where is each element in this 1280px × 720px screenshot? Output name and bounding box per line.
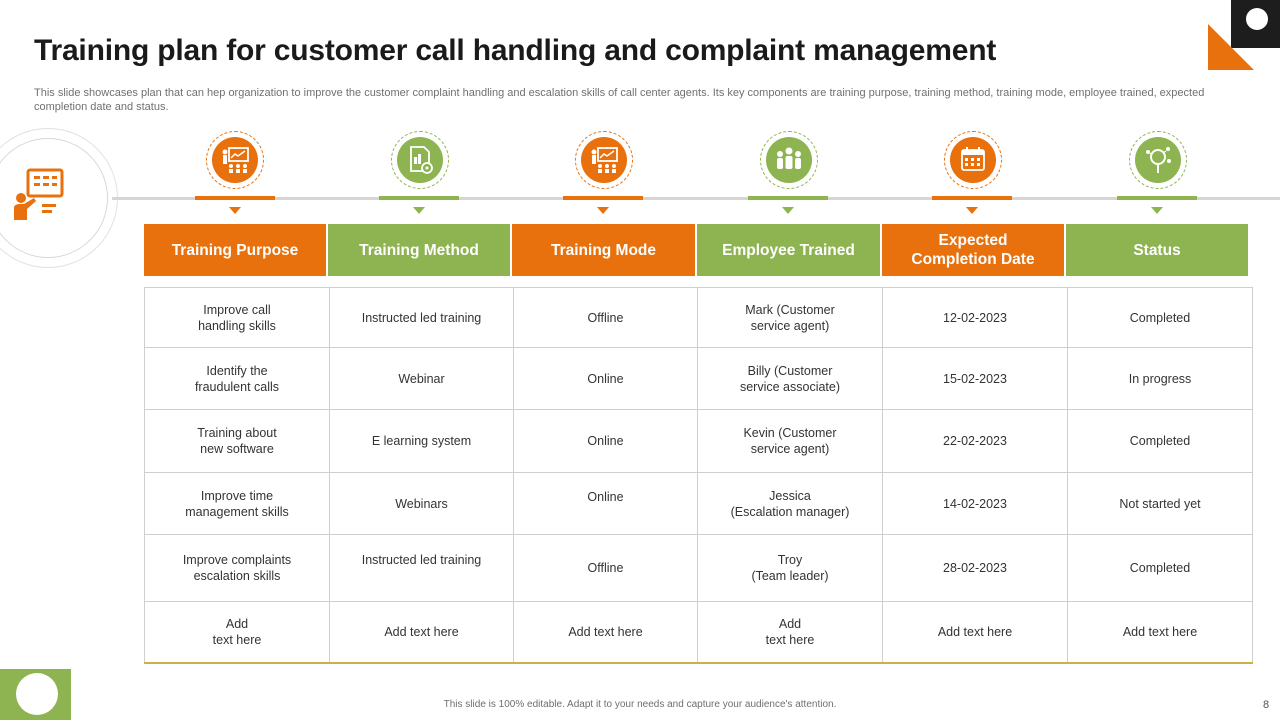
cell-training-mode: Online — [513, 347, 698, 410]
timeline-bar-1 — [195, 196, 275, 200]
cell-employee-trained: Jessica (Escalation manager) — [697, 472, 883, 535]
header-training-method: Training Method — [328, 224, 510, 276]
training-presentation-icon — [591, 147, 618, 173]
header-status: Status — [1066, 224, 1248, 276]
cell-completion-date: 22-02-2023 — [882, 409, 1068, 473]
down-arrow-icon — [413, 207, 425, 214]
col-icon-6 — [1129, 131, 1187, 189]
table-row: Identify the fraudulent calls Webinar On… — [144, 347, 1253, 410]
training-plan-table: Improve call handling skills Instructed … — [144, 287, 1253, 664]
slide-title: Training plan for customer call handling… — [34, 34, 997, 67]
timeline-bar-4 — [748, 196, 828, 200]
cell-employee-trained: Troy (Team leader) — [697, 534, 883, 602]
cell-training-purpose: Add text here — [144, 601, 330, 663]
table-row: Improve complaints escalation skills Ins… — [144, 534, 1253, 602]
col-icon-2 — [391, 131, 449, 189]
document-gear-icon — [410, 146, 433, 174]
cell-training-method: Webinar — [329, 347, 514, 410]
table-row: Training about new software E learning s… — [144, 409, 1253, 473]
cell-training-method: Webinars — [329, 472, 514, 535]
down-arrow-icon — [597, 207, 609, 214]
down-arrow-icon — [229, 207, 241, 214]
calendar-icon — [961, 147, 985, 171]
cell-status: In progress — [1067, 347, 1253, 410]
timeline-line — [112, 197, 1280, 200]
table-row: Add text here Add text here Add text her… — [144, 601, 1253, 663]
cell-training-mode: Add text here — [513, 601, 698, 663]
header-expected-completion-date: Expected Completion Date — [882, 224, 1064, 276]
cell-completion-date: 14-02-2023 — [882, 472, 1068, 535]
cell-status: Not started yet — [1067, 472, 1253, 535]
cell-training-purpose: Improve call handling skills — [144, 287, 330, 348]
training-presentation-icon — [222, 147, 249, 173]
cell-training-purpose: Improve time management skills — [144, 472, 330, 535]
timeline-bar-6 — [1117, 196, 1197, 200]
cell-training-mode: Online — [513, 472, 698, 535]
col-icon-4 — [760, 131, 818, 189]
cell-employee-trained: Kevin (Customer service agent) — [697, 409, 883, 473]
cell-training-purpose: Improve complaints escalation skills — [144, 534, 330, 602]
cell-employee-trained: Add text here — [697, 601, 883, 663]
timeline-bar-3 — [563, 196, 643, 200]
cell-training-mode: Offline — [513, 287, 698, 348]
bottom-white-circle — [16, 673, 58, 715]
down-arrow-icon — [1151, 207, 1163, 214]
table-row: Improve time management skills Webinars … — [144, 472, 1253, 535]
cell-training-purpose: Identify the fraudulent calls — [144, 347, 330, 410]
slide-subtitle: This slide showcases plan that can hep o… — [34, 87, 1205, 113]
corner-orange-triangle — [1208, 24, 1254, 70]
cell-completion-date: 28-02-2023 — [882, 534, 1068, 602]
header-training-mode: Training Mode — [512, 224, 695, 276]
cell-status: Completed — [1067, 534, 1253, 602]
cell-training-mode: Offline — [513, 534, 698, 602]
header-employee-trained: Employee Trained — [697, 224, 880, 276]
cell-status: Add text here — [1067, 601, 1253, 663]
cell-training-purpose: Training about new software — [144, 409, 330, 473]
table-row: Improve call handling skills Instructed … — [144, 287, 1253, 348]
cell-training-method: Instructed led training — [329, 534, 514, 602]
down-arrow-icon — [782, 207, 794, 214]
cell-completion-date: 15-02-2023 — [882, 347, 1068, 410]
footer-note: This slide is 100% editable. Adapt it to… — [443, 699, 837, 710]
cell-employee-trained: Billy (Customer service associate) — [697, 347, 883, 410]
col-icon-3 — [575, 131, 633, 189]
presentation-board-icon — [14, 168, 64, 220]
cell-status: Completed — [1067, 409, 1253, 473]
employee-group-icon — [777, 147, 801, 169]
magnifier-status-icon — [1146, 147, 1171, 173]
timeline-bar-2 — [379, 196, 459, 200]
cell-employee-trained: Mark (Customer service agent) — [697, 287, 883, 348]
cell-training-method: Instructed led training — [329, 287, 514, 348]
cell-training-method: Add text here — [329, 601, 514, 663]
cell-completion-date: 12-02-2023 — [882, 287, 1068, 348]
cell-status: Completed — [1067, 287, 1253, 348]
down-arrow-icon — [966, 207, 978, 214]
timeline-bar-5 — [932, 196, 1012, 200]
header-training-purpose: Training Purpose — [144, 224, 326, 276]
cell-training-mode: Online — [513, 409, 698, 473]
cell-completion-date: Add text here — [882, 601, 1068, 663]
col-icon-1 — [206, 131, 264, 189]
cell-training-method: E learning system — [329, 409, 514, 473]
col-icon-5 — [944, 131, 1002, 189]
page-number: 8 — [1263, 699, 1270, 711]
